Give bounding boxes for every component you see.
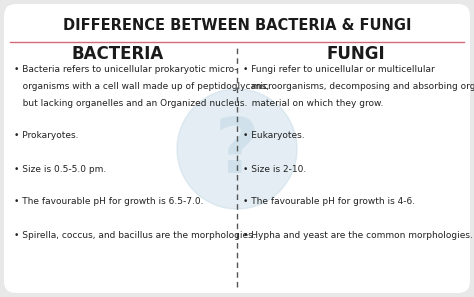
Text: • Hypha and yeast are the common morphologies.: • Hypha and yeast are the common morphol… <box>243 230 473 239</box>
Text: but lacking organelles and an Organized nucleus.: but lacking organelles and an Organized … <box>14 99 247 108</box>
Text: • Size is 0.5-5.0 pm.: • Size is 0.5-5.0 pm. <box>14 165 106 173</box>
FancyBboxPatch shape <box>4 4 470 293</box>
Text: • The favourable pH for growth is 4-6.: • The favourable pH for growth is 4-6. <box>243 198 415 206</box>
Text: FUNGI: FUNGI <box>327 45 385 63</box>
Text: • The favourable pH for growth is 6.5-7.0.: • The favourable pH for growth is 6.5-7.… <box>14 198 203 206</box>
Text: • Eukaryotes.: • Eukaryotes. <box>243 132 305 140</box>
Text: BACTERIA: BACTERIA <box>72 45 164 63</box>
Text: • Fungi refer to unicellular or multicellular: • Fungi refer to unicellular or multicel… <box>243 66 435 75</box>
Circle shape <box>177 89 297 209</box>
Text: microorganisms, decomposing and absorbing organic: microorganisms, decomposing and absorbin… <box>243 82 474 91</box>
Text: DIFFERENCE BETWEEN BACTERIA & FUNGI: DIFFERENCE BETWEEN BACTERIA & FUNGI <box>63 18 411 32</box>
Text: • Size is 2-10.: • Size is 2-10. <box>243 165 306 173</box>
Text: ?: ? <box>215 115 259 189</box>
Text: • Bacteria refers to unicellular prokaryotic micro-: • Bacteria refers to unicellular prokary… <box>14 66 237 75</box>
Text: material on which they grow.: material on which they grow. <box>243 99 383 108</box>
Text: organisms with a cell wall made up of peptidoglycans,: organisms with a cell wall made up of pe… <box>14 82 269 91</box>
Text: • Spirella, coccus, and bacillus are the morphologies.: • Spirella, coccus, and bacillus are the… <box>14 230 255 239</box>
Text: • Prokaryotes.: • Prokaryotes. <box>14 132 79 140</box>
